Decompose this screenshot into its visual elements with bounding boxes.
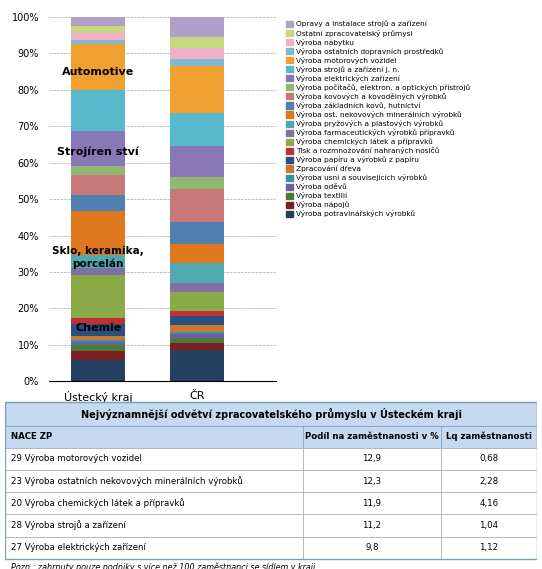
Bar [170,37,224,48]
Bar [5,537,303,559]
Text: 4,16: 4,16 [479,499,498,508]
Bar [170,311,224,316]
Bar [71,44,126,90]
Bar [71,255,126,268]
Bar [170,176,224,189]
Text: 0,68: 0,68 [479,455,498,463]
Bar [71,17,126,26]
Text: 11,9: 11,9 [363,499,382,508]
Text: 23 Výroba ostatních nekovových minerálních výrobků: 23 Výroba ostatních nekovových minerální… [11,476,242,486]
Bar [170,334,224,338]
Bar [71,275,126,318]
Bar [441,514,537,537]
Bar [71,360,126,381]
Text: Automotive: Automotive [62,67,134,77]
Text: 9,8: 9,8 [365,543,379,552]
Bar [170,338,224,343]
Text: 12,3: 12,3 [363,477,382,485]
Bar [170,113,224,146]
Bar [170,332,224,334]
Text: 27 Výroba elektrických zařízení: 27 Výroba elektrických zařízení [11,543,146,552]
Text: Pozn.: zahrnuty pouze podniky s více než 100 zaměstnanci se sídlem v kraji: Pozn.: zahrnuty pouze podniky s více než… [11,562,315,569]
Text: Lq zaměstnanosti: Lq zaměstnanosti [446,432,532,442]
Bar [71,166,126,175]
Bar [170,292,224,311]
Bar [303,514,441,537]
Bar [71,341,126,345]
Bar [170,222,224,244]
Text: 28 Výroba strojů a zařízení: 28 Výroba strojů a zařízení [11,521,126,530]
Bar [170,325,224,332]
Bar [71,131,126,166]
Bar [170,244,224,263]
Bar [170,59,224,66]
Bar [441,426,537,448]
Bar [441,448,537,470]
Text: 1,12: 1,12 [479,543,498,552]
Text: Sklo, keramika,
porcelán: Sklo, keramika, porcelán [53,246,144,269]
Bar [71,340,126,341]
Bar [5,426,303,448]
Bar [71,26,126,33]
Text: 11,2: 11,2 [363,521,382,530]
Bar [71,351,126,360]
Text: Strojíren ství: Strojíren ství [57,147,139,157]
Bar [170,351,224,381]
Bar [71,33,126,40]
Bar [170,316,224,325]
Bar [71,175,126,195]
Bar [71,324,126,336]
Text: Podíl na zaměstnanosti v %: Podíl na zaměstnanosti v % [305,432,439,441]
Bar [170,66,224,113]
Bar [170,189,224,222]
Bar [71,195,126,211]
Bar [5,492,303,514]
Bar [71,268,126,275]
Bar [5,470,303,492]
Text: 12,9: 12,9 [363,455,382,463]
Legend: Opravy a instalace strojů a zařízení, Ostatní zpracovatelský průmysl, Výroba náb: Opravy a instalace strojů a zařízení, Os… [286,20,470,217]
Bar [71,345,126,351]
Bar [303,537,441,559]
Bar [71,336,126,340]
Text: Chemie: Chemie [75,323,121,333]
Bar [441,537,537,559]
Bar [170,343,224,351]
Text: 1,04: 1,04 [479,521,498,530]
Bar [71,211,126,255]
Text: 20 Výroba chemických látek a přípravků: 20 Výroba chemických látek a přípravků [11,498,184,508]
Bar [303,426,441,448]
Bar [170,48,224,59]
Bar [441,470,537,492]
Text: 2,28: 2,28 [479,477,498,485]
Bar [5,402,537,426]
Bar [303,470,441,492]
Bar [71,318,126,324]
Text: 29 Výroba motorových vozidel: 29 Výroba motorových vozidel [11,455,141,463]
Bar [170,146,224,176]
Bar [71,40,126,44]
Bar [5,448,303,470]
Text: Nejvýznamnější odvětví zpracovatelského průmyslu v Ústeckém kraji: Nejvýznamnější odvětví zpracovatelského … [81,407,461,420]
Bar [5,514,303,537]
Bar [170,283,224,292]
Bar [303,492,441,514]
Bar [71,90,126,131]
Text: NACE ZP: NACE ZP [11,432,52,441]
Bar [441,492,537,514]
Bar [303,448,441,470]
Bar [170,17,224,37]
Bar [170,263,224,283]
